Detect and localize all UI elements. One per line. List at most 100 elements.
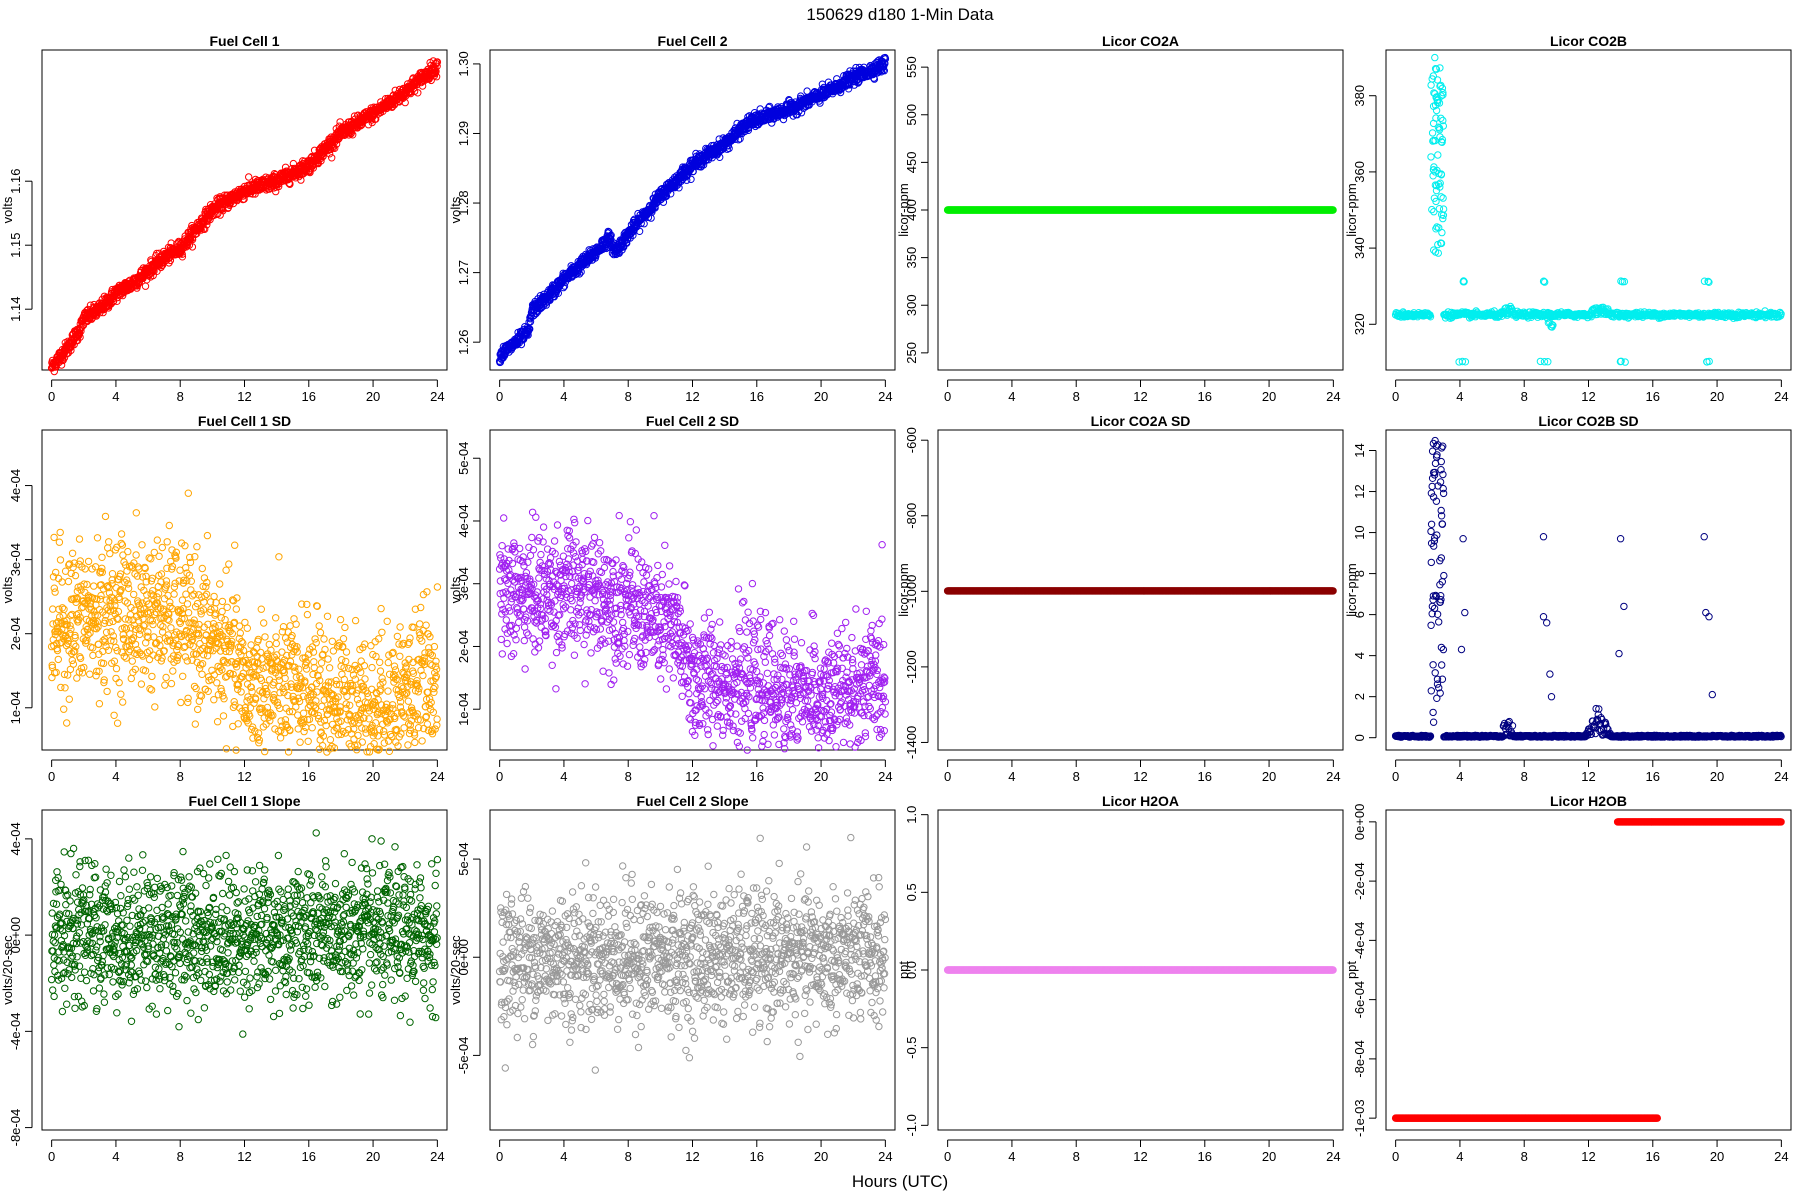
- data-point: [75, 329, 84, 337]
- data-point: [117, 690, 125, 698]
- y-tick-label: 250: [904, 342, 919, 364]
- data-point: [65, 695, 74, 703]
- data-point: [84, 557, 93, 566]
- series-points: [47, 489, 442, 756]
- data-point: [178, 253, 187, 261]
- x-tick-label: 8: [177, 389, 184, 404]
- data-point: [50, 533, 58, 542]
- data-point: [113, 719, 122, 727]
- data-point: [1432, 114, 1440, 122]
- plot-frame: [41, 49, 448, 371]
- figure-xaxis-label: Hours (UTC): [852, 1172, 948, 1191]
- y-tick-label: 500: [904, 104, 919, 126]
- data-point: [118, 541, 127, 549]
- panel-grid: Fuel Cell 10 4 8 12 16 20 241.141.151.16voltsF…: [0, 33, 1792, 1164]
- data-point: [162, 581, 171, 589]
- data-point: [1536, 357, 1545, 366]
- data-point: [167, 624, 175, 632]
- x-tick-label: 4: [1456, 389, 1463, 404]
- data-point: [170, 590, 178, 598]
- panel-title: Fuel Cell 1: [209, 33, 279, 49]
- data-point: [112, 674, 120, 683]
- data-point: [108, 570, 117, 578]
- data-point: [64, 577, 73, 586]
- x-tick-label: 24: [430, 389, 444, 404]
- data-point: [119, 698, 127, 706]
- x-tick-label: 12: [685, 389, 699, 404]
- data-point: [137, 680, 146, 688]
- x-tick-label: 24: [1774, 389, 1788, 404]
- data-point: [58, 578, 66, 586]
- x-tick-label: 20: [366, 389, 380, 404]
- data-point: [226, 200, 234, 208]
- plot-frame: [41, 429, 448, 751]
- y-tick-label: 1.26: [456, 330, 471, 355]
- y-axis-label: volts: [448, 196, 463, 223]
- y-tick-label: 300: [904, 294, 919, 316]
- data-point: [165, 521, 174, 530]
- data-point: [60, 354, 69, 362]
- data-point: [86, 670, 94, 678]
- data-point: [97, 591, 105, 600]
- data-point: [167, 679, 176, 688]
- data-point: [62, 719, 71, 727]
- y-tick-label: 1.27: [456, 260, 471, 285]
- data-point: [201, 225, 209, 234]
- y-tick-label: 320: [1352, 313, 1367, 335]
- panel-title: Fuel Cell 2: [657, 33, 727, 49]
- data-point: [132, 551, 140, 559]
- data-point: [103, 687, 111, 696]
- panel-fc2: Fuel Cell 20 4 8 12 16 20 241.261.271.281.291.…: [448, 33, 896, 404]
- y-tick-label: 1.14: [8, 297, 23, 322]
- data-point: [75, 535, 84, 543]
- x-tick-label: 12: [237, 389, 251, 404]
- data-point: [73, 674, 81, 682]
- data-point: [151, 703, 159, 711]
- data-point: [135, 630, 144, 639]
- data-point: [141, 667, 150, 675]
- y-tick-label: 380: [1352, 85, 1367, 107]
- data-point: [101, 512, 110, 521]
- y-tick-label: 550: [904, 56, 919, 78]
- y-tick-label: 340: [1352, 237, 1367, 259]
- data-point: [331, 144, 339, 153]
- data-point: [148, 672, 156, 681]
- x-tick-label: 4: [112, 389, 119, 404]
- data-point: [110, 711, 118, 719]
- data-point: [188, 243, 197, 251]
- plot-frame: [489, 49, 896, 371]
- data-point: [1439, 194, 1447, 202]
- data-point: [162, 673, 170, 682]
- data-point: [57, 361, 66, 369]
- data-point: [89, 651, 97, 660]
- y-tick-label: 1.29: [456, 121, 471, 146]
- data-point: [124, 547, 132, 556]
- x-tick-label: 0: [48, 389, 55, 404]
- data-point: [1427, 81, 1435, 89]
- data-point: [155, 552, 163, 560]
- panel-title: Fuel Cell 1 SD: [198, 413, 291, 429]
- x-tick-label: 16: [750, 389, 764, 404]
- data-point: [145, 655, 154, 664]
- x-tick-label: 24: [1326, 389, 1340, 404]
- data-point: [49, 605, 57, 613]
- data-point: [147, 686, 156, 694]
- data-point: [138, 541, 146, 549]
- y-tick-label: 1.15: [8, 233, 23, 258]
- data-point: [325, 150, 334, 158]
- series-points: [943, 206, 1337, 214]
- x-tick-label: 16: [302, 389, 316, 404]
- panel-title: Licor CO2A: [1102, 33, 1179, 49]
- x-tick-label: 0: [1392, 389, 1399, 404]
- series-points: [47, 57, 442, 376]
- data-point: [1431, 53, 1439, 62]
- data-point: [112, 664, 121, 673]
- data-point: [69, 660, 78, 668]
- data-point: [55, 538, 64, 546]
- data-point: [61, 684, 69, 692]
- panel-fc1sd: Fuel Cell 1 SD0 4 8 12 16 20 241e-042e-043e-04…: [0, 413, 448, 784]
